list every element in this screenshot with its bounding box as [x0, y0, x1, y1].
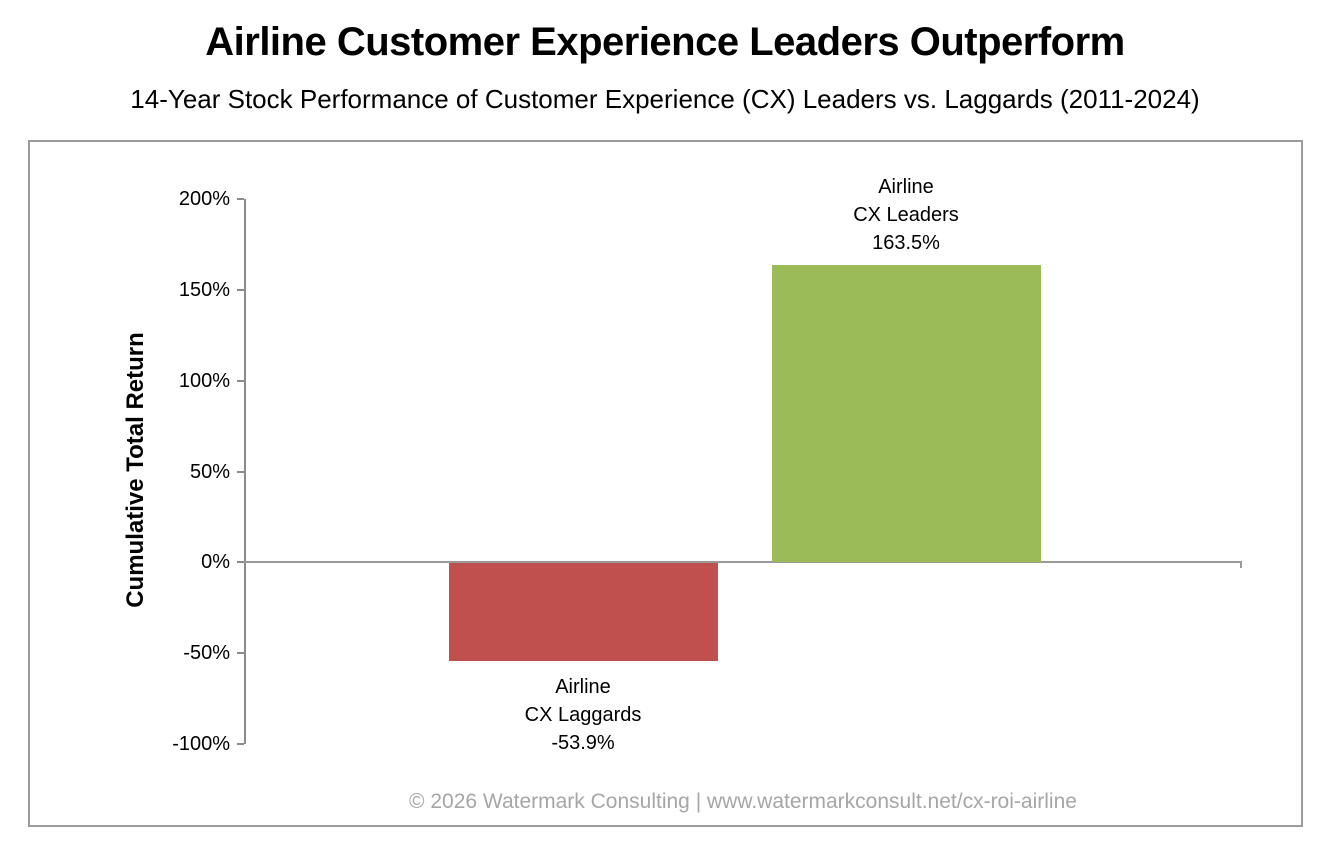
y-axis-tick [237, 743, 244, 745]
y-axis-tick [237, 198, 244, 200]
y-axis-tick-label: -50% [183, 642, 230, 665]
bar-airline-cx-leaders [771, 265, 1041, 563]
y-axis-tick-label: 150% [178, 278, 230, 301]
x-axis-zero-line [244, 561, 1242, 564]
chart-subtitle: 14-Year Stock Performance of Customer Ex… [130, 84, 1200, 114]
footer-credit: © 2026 Watermark Consulting | www.waterm… [409, 790, 1077, 813]
y-axis-tick [237, 561, 244, 564]
y-axis-tick-label: 200% [178, 188, 230, 210]
chart-title: Airline Customer Experience Leaders Outp… [205, 20, 1125, 64]
y-axis-tick-label: -100% [172, 733, 230, 755]
y-axis-tick [237, 652, 244, 655]
bar-airline-cx-laggards [448, 563, 718, 662]
y-axis-tick [237, 288, 244, 291]
y-axis-tick [237, 379, 244, 382]
y-axis-tick-label: 0% [201, 551, 230, 574]
y-axis-tick [237, 470, 244, 473]
y-axis-tick-label: 50% [189, 460, 230, 483]
y-axis-line [244, 199, 246, 744]
plot-area: 200% 150% 100% 50% 0% -50% -100% Airline CX Lag… [30, 142, 1301, 825]
chart-frame: Cumulative Total Return 200% 150% 100% 50% 0… [28, 140, 1303, 827]
bar-label-airline-cx-laggards: Airline CX Laggards -53.9% [524, 676, 642, 755]
y-axis-tick-label: 100% [178, 369, 230, 392]
x-axis-end-tick [1240, 562, 1242, 569]
bar-label-airline-cx-leaders: Airline CX Leaders 163.5% [853, 176, 959, 255]
